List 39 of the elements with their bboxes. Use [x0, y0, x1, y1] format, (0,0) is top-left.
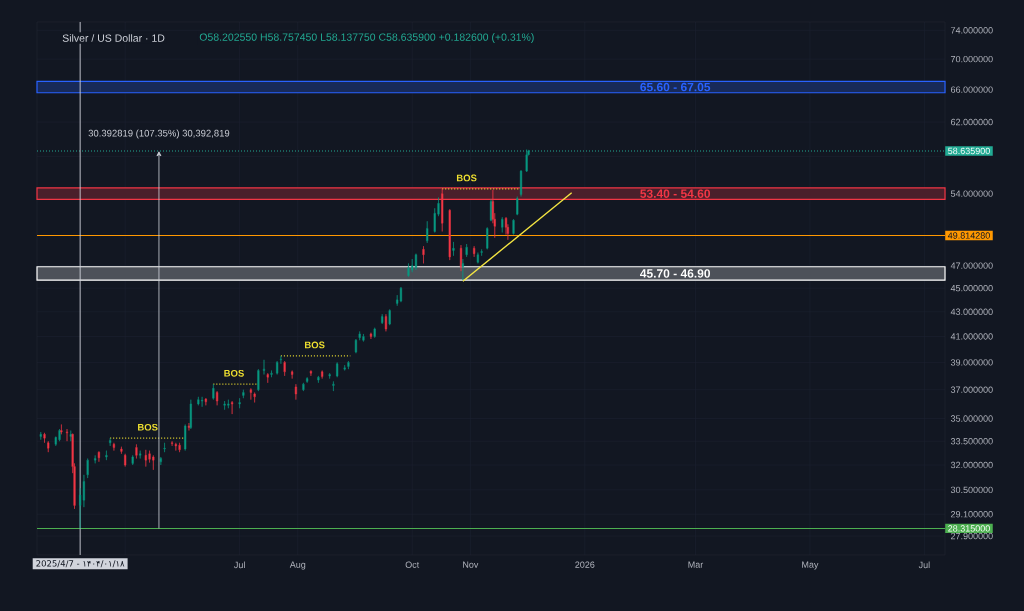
y-tick-label: 41.000000	[950, 333, 993, 340]
x-tick-label: Oct	[405, 561, 420, 568]
annotation: BOS	[224, 369, 244, 377]
ref-line-label: 58.635900	[948, 147, 990, 155]
ref-line-label: 28.315000	[948, 525, 990, 532]
annotation: BOS	[305, 341, 325, 349]
x-tick-label: Jul	[918, 561, 930, 569]
x-tick-label: Nov	[463, 561, 479, 568]
y-tick-label: 35.000000	[950, 415, 993, 422]
text: O58.202550 H58.757450 L58.137750 C58.635900 +0.182600 (+0.31%)	[199, 33, 534, 43]
y-tick-label: 43.000000	[950, 308, 993, 315]
text: Silver / US Dollar · 1D	[62, 34, 165, 42]
x-tick-label: 2026	[575, 561, 595, 568]
y-tick-label: 30.500000	[950, 486, 993, 494]
y-tick-label: 62.000000	[951, 118, 993, 126]
x-tick-label: May	[802, 561, 819, 570]
band-label: 45.70 - 46.90	[640, 269, 711, 278]
y-tick-label: 45.000000	[950, 284, 993, 292]
x-tick-label: Aug	[289, 561, 306, 570]
x-tick-label: Mar	[688, 561, 704, 568]
ref-line-label: 49.814280	[947, 232, 990, 239]
y-tick-label: 33.500000	[950, 438, 993, 445]
annotation: BOS	[456, 174, 477, 182]
band-label: 53.40 - 54.60	[640, 189, 711, 198]
y-tick-label: 47.000000	[950, 262, 993, 269]
ref-line-label: 2025/4/7 - ۱۴۰۴/۰۱/۱۸	[36, 560, 125, 568]
x-tick-label: Jul	[234, 561, 245, 569]
y-tick-label: 29.100000	[951, 511, 993, 518]
band-label: 65.60 - 67.05	[640, 82, 711, 92]
y-tick-label: 54.000000	[950, 190, 993, 197]
annotation: BOS	[138, 423, 158, 431]
annotation: 30.392819 (107.35%) 30,392,819	[88, 129, 230, 139]
y-tick-label: 37.000000	[950, 386, 993, 393]
y-tick-label: 74.000000	[951, 27, 993, 34]
y-tick-label: 32.000000	[950, 461, 993, 469]
y-tick-label: 39.000000	[950, 359, 993, 366]
y-tick-label: 70.000000	[951, 55, 993, 63]
y-tick-label: 66.000000	[951, 86, 993, 93]
y-tick-label: 27.900000	[951, 532, 993, 540]
